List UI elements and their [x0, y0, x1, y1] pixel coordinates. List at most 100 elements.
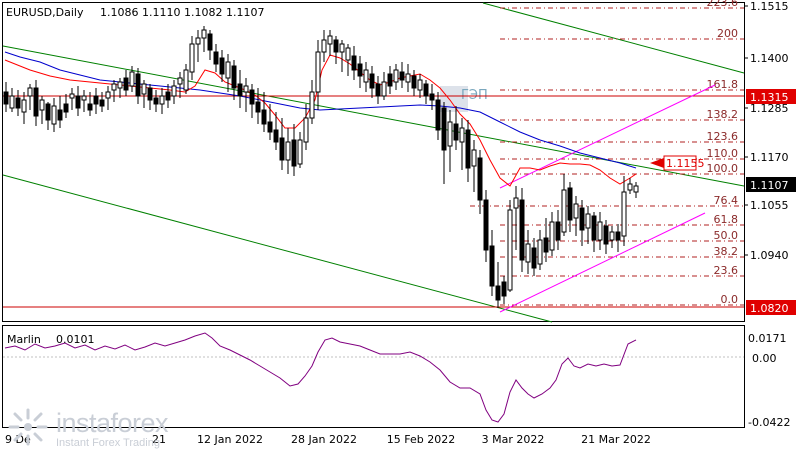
- indicator-scale-top: 0.0171: [748, 332, 787, 345]
- candle-bearish: [399, 71, 405, 81]
- date-axis-label: 3 Mar 2022: [482, 433, 545, 446]
- fib-level-label: 161.8: [707, 78, 739, 91]
- target-price-label: 1.1155: [666, 157, 705, 170]
- fib-level-label: 38.2: [714, 245, 739, 258]
- candle-bearish: [411, 75, 417, 89]
- candle-bearish: [207, 33, 213, 51]
- candle-bearish: [519, 199, 525, 261]
- candle-bullish: [393, 69, 399, 83]
- candle-bearish: [531, 247, 537, 269]
- fib-level-label: 50.0: [714, 229, 739, 242]
- candle-bullish: [507, 209, 513, 291]
- candlesticks: [3, 26, 639, 308]
- date-axis-label: 28 Jan 2022: [291, 433, 357, 446]
- target-price-box: [663, 155, 697, 171]
- brand-watermark: instaforex Instant Forex Trading: [4, 404, 184, 450]
- candle-bearish: [465, 129, 471, 169]
- candle-bearish: [123, 77, 129, 91]
- candle-bearish: [147, 87, 153, 101]
- candle-bearish: [15, 97, 21, 109]
- candle-bearish: [87, 103, 93, 111]
- candle-bearish: [33, 87, 39, 117]
- candle-bullish: [117, 81, 123, 89]
- candle-bearish: [567, 187, 573, 221]
- candle-bearish: [429, 93, 435, 101]
- indicator-pane-frame: [2, 325, 745, 428]
- channel-outer-line: [482, 2, 745, 74]
- date-axis-label-partial: 9 De: [5, 433, 31, 446]
- candle-bullish: [141, 83, 147, 95]
- candle-bearish: [351, 55, 357, 71]
- candle-bullish: [243, 85, 249, 93]
- price-axis-label: 1.1285: [750, 102, 789, 115]
- trend-channel-upper: [499, 84, 716, 189]
- date-axis: 12 Jan 2022 28 Jan 2022 15 Feb 2022 3 Mar 2…: [5, 433, 651, 446]
- candle-bullish: [405, 73, 411, 83]
- candle-bullish: [321, 39, 327, 53]
- fib-level-label: 100.0: [707, 162, 739, 175]
- candle-bullish: [525, 243, 531, 263]
- price-axis-label: 1.1055: [750, 199, 789, 212]
- candle-bullish: [9, 95, 15, 109]
- candle-bullish: [537, 239, 543, 265]
- candle-bearish: [45, 103, 51, 121]
- fib-level-label: 61.8: [714, 213, 739, 226]
- candle-bearish: [135, 73, 141, 97]
- candle-bearish: [99, 99, 105, 107]
- candle-bullish: [21, 99, 27, 113]
- candle-bullish: [27, 87, 33, 97]
- date-axis-label-partial: 21: [152, 433, 166, 446]
- channel-upper-line: [2, 45, 745, 187]
- candle-bullish: [225, 61, 231, 79]
- candle-bearish: [273, 129, 279, 143]
- price-axis-label: 1.1515: [750, 0, 789, 13]
- channel-lower-line: [2, 174, 553, 323]
- candle-bullish: [171, 85, 177, 97]
- price-axis-label: 1.0940: [750, 249, 789, 262]
- candle-bearish: [219, 57, 225, 75]
- target-price-arrow: [650, 158, 664, 168]
- candle-bullish: [297, 139, 303, 165]
- candle-bullish: [513, 197, 519, 209]
- marlin-indicator-line: [4, 332, 637, 423]
- candle-bullish: [417, 79, 423, 91]
- candle-bearish: [3, 91, 9, 105]
- support-price-tag-label: 1.0820: [750, 302, 789, 315]
- candle-bullish: [315, 51, 321, 93]
- candle-bearish: [165, 91, 171, 101]
- candle-bearish: [333, 39, 339, 53]
- candle-bullish: [447, 121, 453, 147]
- candle-bullish: [69, 93, 75, 99]
- candle-bearish: [489, 245, 495, 287]
- candle-bearish: [237, 83, 243, 97]
- current-price-tag: [746, 177, 796, 192]
- support-price-tag: [746, 300, 796, 315]
- candle-bearish: [435, 99, 441, 131]
- candle-bullish: [201, 29, 207, 39]
- candle-bullish: [459, 127, 465, 143]
- date-axis-label: 21 Mar 2022: [581, 433, 651, 446]
- candle-bullish: [309, 91, 315, 119]
- candle-bearish: [543, 237, 549, 253]
- candle-bullish: [609, 231, 615, 241]
- candle-bearish: [387, 73, 393, 87]
- candle-bearish: [375, 83, 381, 97]
- candle-bullish: [585, 213, 591, 229]
- candle-bullish: [189, 43, 195, 73]
- indicator-scale-bottom: -0.0422: [748, 416, 790, 429]
- candle-bullish: [81, 95, 87, 101]
- candle-bullish: [327, 35, 333, 45]
- candle-bullish: [621, 191, 627, 237]
- candle-bullish: [339, 43, 345, 53]
- candle-bearish: [63, 103, 69, 113]
- candle-bearish: [423, 83, 429, 97]
- slow-moving-average: [4, 51, 637, 169]
- candle-bearish: [615, 231, 621, 241]
- indicator-name: Marlin: [7, 333, 41, 346]
- candle-bearish: [591, 215, 597, 241]
- current-price-tag-label: 1.1107: [750, 179, 789, 192]
- candle-bearish: [369, 73, 375, 89]
- candle-bearish: [453, 123, 459, 141]
